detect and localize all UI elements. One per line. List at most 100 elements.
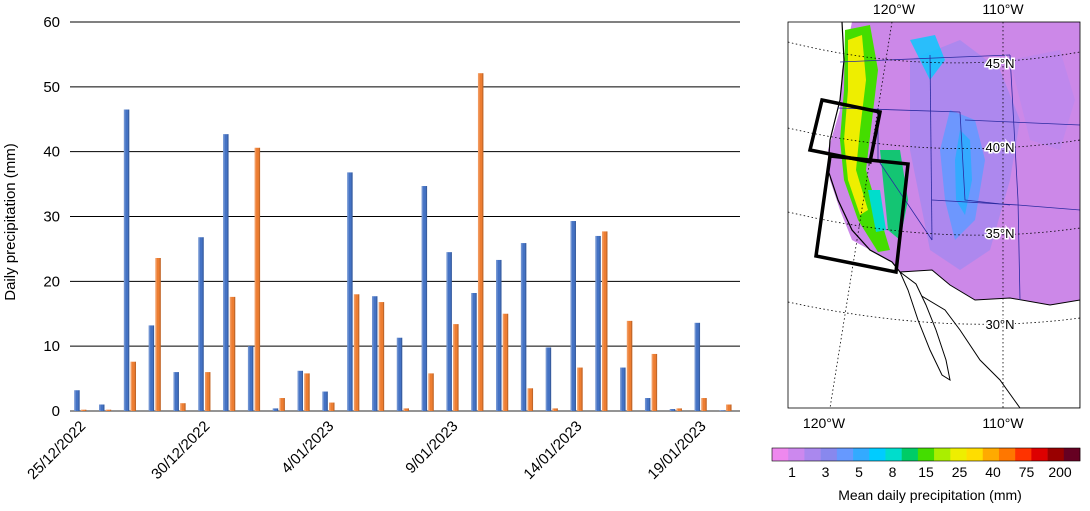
- bar-highlight: [453, 324, 455, 411]
- bar-body: [502, 313, 509, 411]
- bar-shade: [649, 398, 651, 411]
- bar-body: [80, 409, 87, 411]
- bar-shade: [723, 410, 725, 411]
- bar-shade: [680, 408, 682, 411]
- bar: [347, 172, 353, 411]
- bar-highlight: [229, 296, 232, 411]
- bar: [80, 409, 87, 411]
- bar-body: [198, 237, 204, 411]
- bar-shade: [730, 404, 732, 411]
- bar-shade: [209, 372, 211, 411]
- bar-shade: [159, 257, 161, 411]
- bar-shade: [450, 252, 452, 411]
- bar-highlight: [651, 353, 654, 411]
- bar-shade: [401, 337, 403, 411]
- colorbar-swatch: [982, 448, 1000, 461]
- map-frame: [787, 21, 1081, 409]
- bar-body: [371, 296, 378, 411]
- bar-shade: [624, 367, 626, 411]
- colorbar-swatch: [934, 448, 951, 461]
- bar-body: [347, 172, 353, 411]
- bar: [644, 398, 651, 411]
- bar-body: [180, 403, 186, 411]
- bar-body: [148, 325, 155, 411]
- y-tick-label: 20: [43, 273, 60, 290]
- bar-body: [428, 373, 434, 411]
- bar-shade: [425, 186, 428, 411]
- bar: [719, 410, 725, 411]
- x-tick-label: 30/12/2022: [148, 418, 213, 483]
- bar-body: [396, 337, 403, 411]
- colorbar-tick-label: 40: [985, 464, 1001, 480]
- x-tick-label: 19/01/2023: [644, 418, 709, 483]
- colorbar-tick-label: 15: [918, 464, 934, 480]
- colorbar-swatch: [966, 448, 984, 461]
- colorbar-swatch: [950, 448, 967, 461]
- chart-gridlines: [70, 21, 740, 412]
- bar-body: [155, 257, 161, 411]
- bar: [99, 404, 105, 411]
- bar: [577, 367, 583, 411]
- bar-shade: [407, 408, 409, 411]
- bar-highlight: [304, 373, 306, 411]
- bar-highlight: [180, 403, 182, 411]
- x-tick-label: 25/12/2022: [24, 418, 89, 483]
- bar: [421, 186, 428, 411]
- bar-shade: [507, 313, 509, 411]
- bar-highlight: [428, 373, 430, 411]
- bar-shade: [631, 320, 633, 411]
- bar-body: [453, 324, 459, 411]
- bar: [329, 402, 335, 411]
- colorbar-label: Mean daily precipitation (mm): [838, 487, 1022, 503]
- bar-shade: [705, 398, 707, 411]
- colorbar-swatch: [853, 448, 870, 461]
- colorbar-swatch: [788, 448, 805, 461]
- bar-shade: [556, 408, 558, 411]
- bar-body: [297, 370, 304, 411]
- bar: [247, 346, 254, 411]
- bar-shade: [128, 109, 130, 412]
- bar-body: [552, 408, 558, 411]
- bar: [669, 409, 676, 411]
- bar-body: [123, 109, 130, 412]
- bar-shade: [227, 134, 229, 411]
- bar-highlight: [669, 409, 672, 411]
- bar: [198, 237, 204, 411]
- bar: [595, 235, 601, 411]
- bar-body: [329, 402, 335, 411]
- bar-highlight: [477, 73, 480, 412]
- colorbar-swatch: [772, 448, 789, 461]
- bar-body: [254, 147, 261, 411]
- bar: [471, 293, 477, 411]
- bar-shade: [351, 172, 353, 411]
- bar-body: [602, 231, 608, 411]
- bar-body: [247, 346, 254, 411]
- bar-highlight: [123, 109, 126, 412]
- bar-highlight: [602, 231, 604, 411]
- bar-body: [577, 367, 583, 411]
- bar-highlight: [446, 252, 448, 411]
- colorbar-tick-label: 75: [1019, 464, 1035, 480]
- region-box-south: [814, 154, 910, 275]
- bar-shade: [184, 403, 186, 411]
- bar-body: [272, 408, 279, 411]
- colorbar-swatch: [869, 448, 886, 461]
- bar-shade: [655, 353, 658, 411]
- bar-body: [99, 404, 105, 411]
- bar-body: [173, 372, 179, 411]
- colorbar-tick-label: 200: [1048, 464, 1072, 480]
- bar: [570, 221, 576, 411]
- bar-body: [279, 398, 285, 411]
- bar: [173, 372, 179, 411]
- bar-body: [105, 409, 112, 411]
- bar-highlight: [471, 293, 473, 411]
- bar-shade: [252, 346, 254, 411]
- colorbar-swatch: [998, 448, 1016, 461]
- bar: [180, 403, 186, 411]
- bar: [74, 390, 80, 411]
- y-tick-label: 30: [43, 209, 60, 226]
- colorbar: [771, 447, 1081, 462]
- bar: [620, 367, 626, 411]
- precipitation-map-panel: 45°N 40°N 35°N 30°N 120°W 110°W 120°W 11…: [771, 1, 1081, 503]
- y-tick-label: 40: [43, 144, 60, 161]
